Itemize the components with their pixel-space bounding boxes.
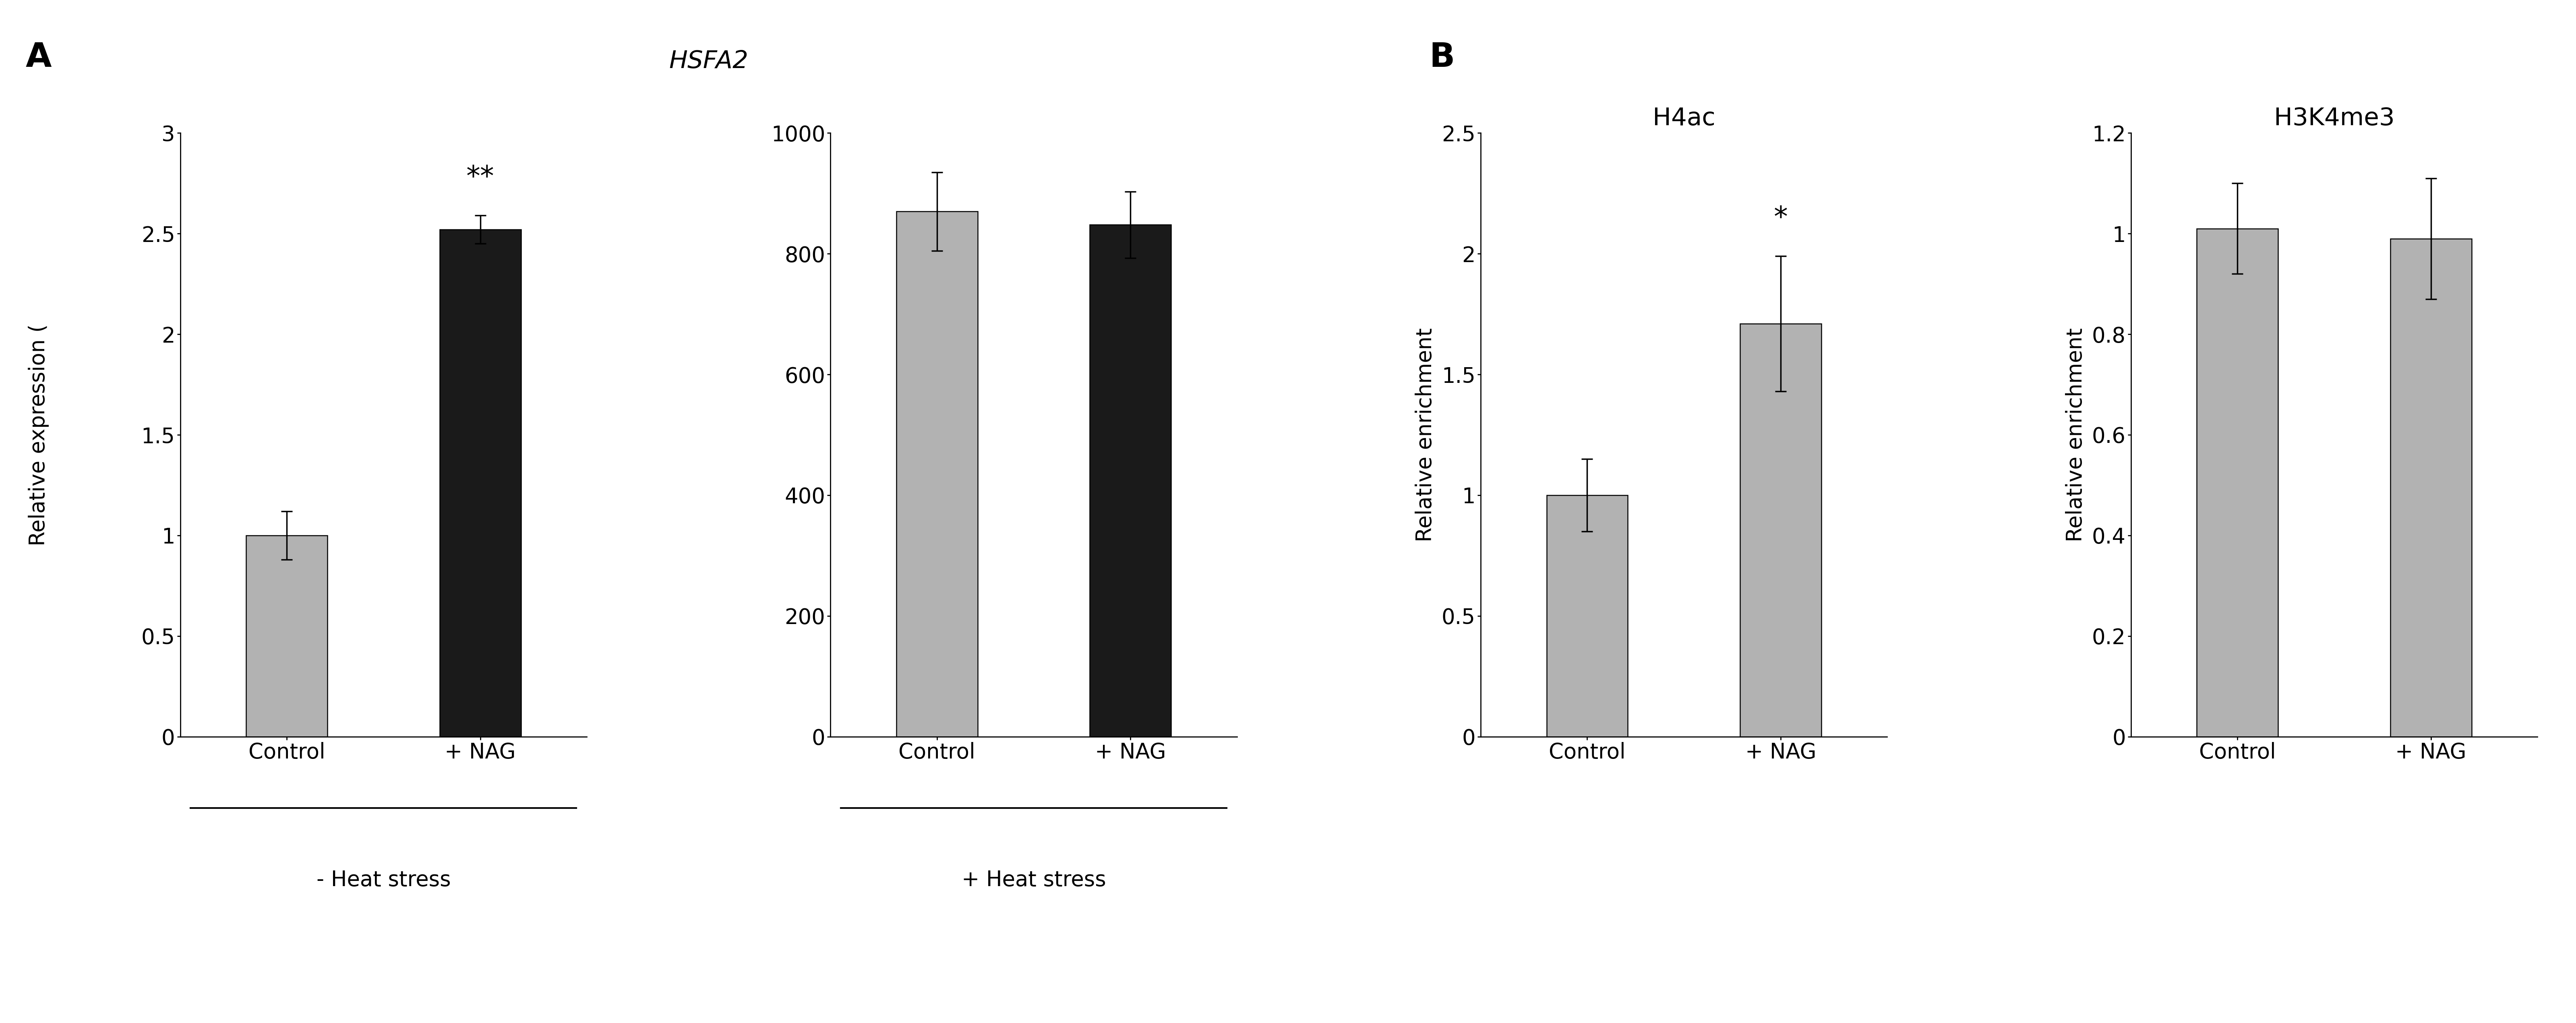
Title: H4ac: H4ac: [1654, 106, 1716, 130]
Y-axis label: Relative enrichment: Relative enrichment: [1414, 327, 1435, 542]
Text: + Heat stress: + Heat stress: [961, 870, 1105, 890]
Text: Relative expression (: Relative expression (: [28, 324, 49, 545]
Text: *: *: [1775, 205, 1788, 232]
Title: H3K4me3: H3K4me3: [2275, 106, 2396, 130]
Bar: [1739, 323, 1821, 737]
Bar: [1090, 225, 1172, 737]
Text: HSFA2: HSFA2: [670, 49, 747, 74]
Bar: [2391, 238, 2470, 737]
Text: B: B: [1430, 41, 1455, 74]
Text: - Heat stress: - Heat stress: [317, 870, 451, 890]
Text: A: A: [26, 41, 52, 74]
Text: **: **: [466, 165, 495, 191]
Bar: [896, 212, 979, 737]
Y-axis label: Relative enrichment: Relative enrichment: [2066, 327, 2087, 542]
Bar: [2197, 228, 2277, 737]
Bar: [440, 229, 520, 737]
Bar: [1546, 495, 1628, 737]
Bar: [247, 535, 327, 737]
